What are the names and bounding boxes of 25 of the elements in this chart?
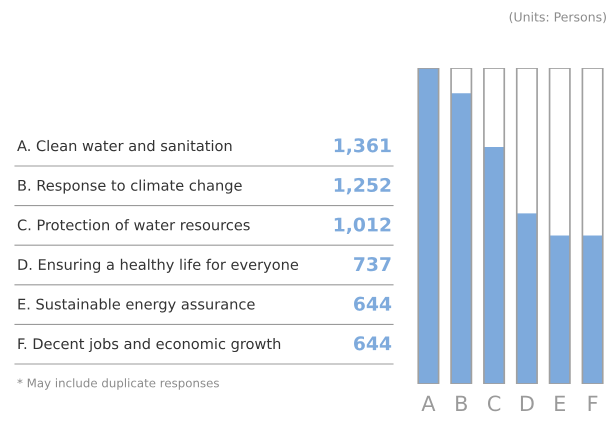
text: 737 xyxy=(354,257,391,272)
text: C. Protection of water resources xyxy=(18,219,250,230)
text: 644 xyxy=(354,336,392,350)
bar xyxy=(550,235,570,384)
text: 1,361 xyxy=(334,138,391,155)
text: D. Ensuring a healthy life for everyone xyxy=(18,258,298,273)
x-tick-label: F xyxy=(588,396,598,411)
bar xyxy=(484,147,504,384)
x-tick-label: C xyxy=(488,395,500,412)
x-tick-label: B xyxy=(456,396,467,411)
text: B. Response to climate change xyxy=(18,180,242,194)
bar xyxy=(451,93,472,384)
x-tick-label: E xyxy=(555,396,565,411)
bar xyxy=(582,235,603,384)
text: 1,252 xyxy=(334,178,390,194)
bar xyxy=(516,213,538,384)
text: F. Decent jobs and economic growth xyxy=(18,338,280,352)
text: 644 xyxy=(354,296,392,311)
text: (Units: Persons) xyxy=(510,12,606,24)
text: * May include duplicate responses xyxy=(17,378,219,390)
text: A. Clean water and sanitation xyxy=(17,140,232,152)
text: E. Sustainable energy assurance xyxy=(18,298,255,312)
x-tick-label: A xyxy=(421,396,436,411)
text: 1,012 xyxy=(334,217,390,234)
x-tick-label: D xyxy=(520,396,534,411)
